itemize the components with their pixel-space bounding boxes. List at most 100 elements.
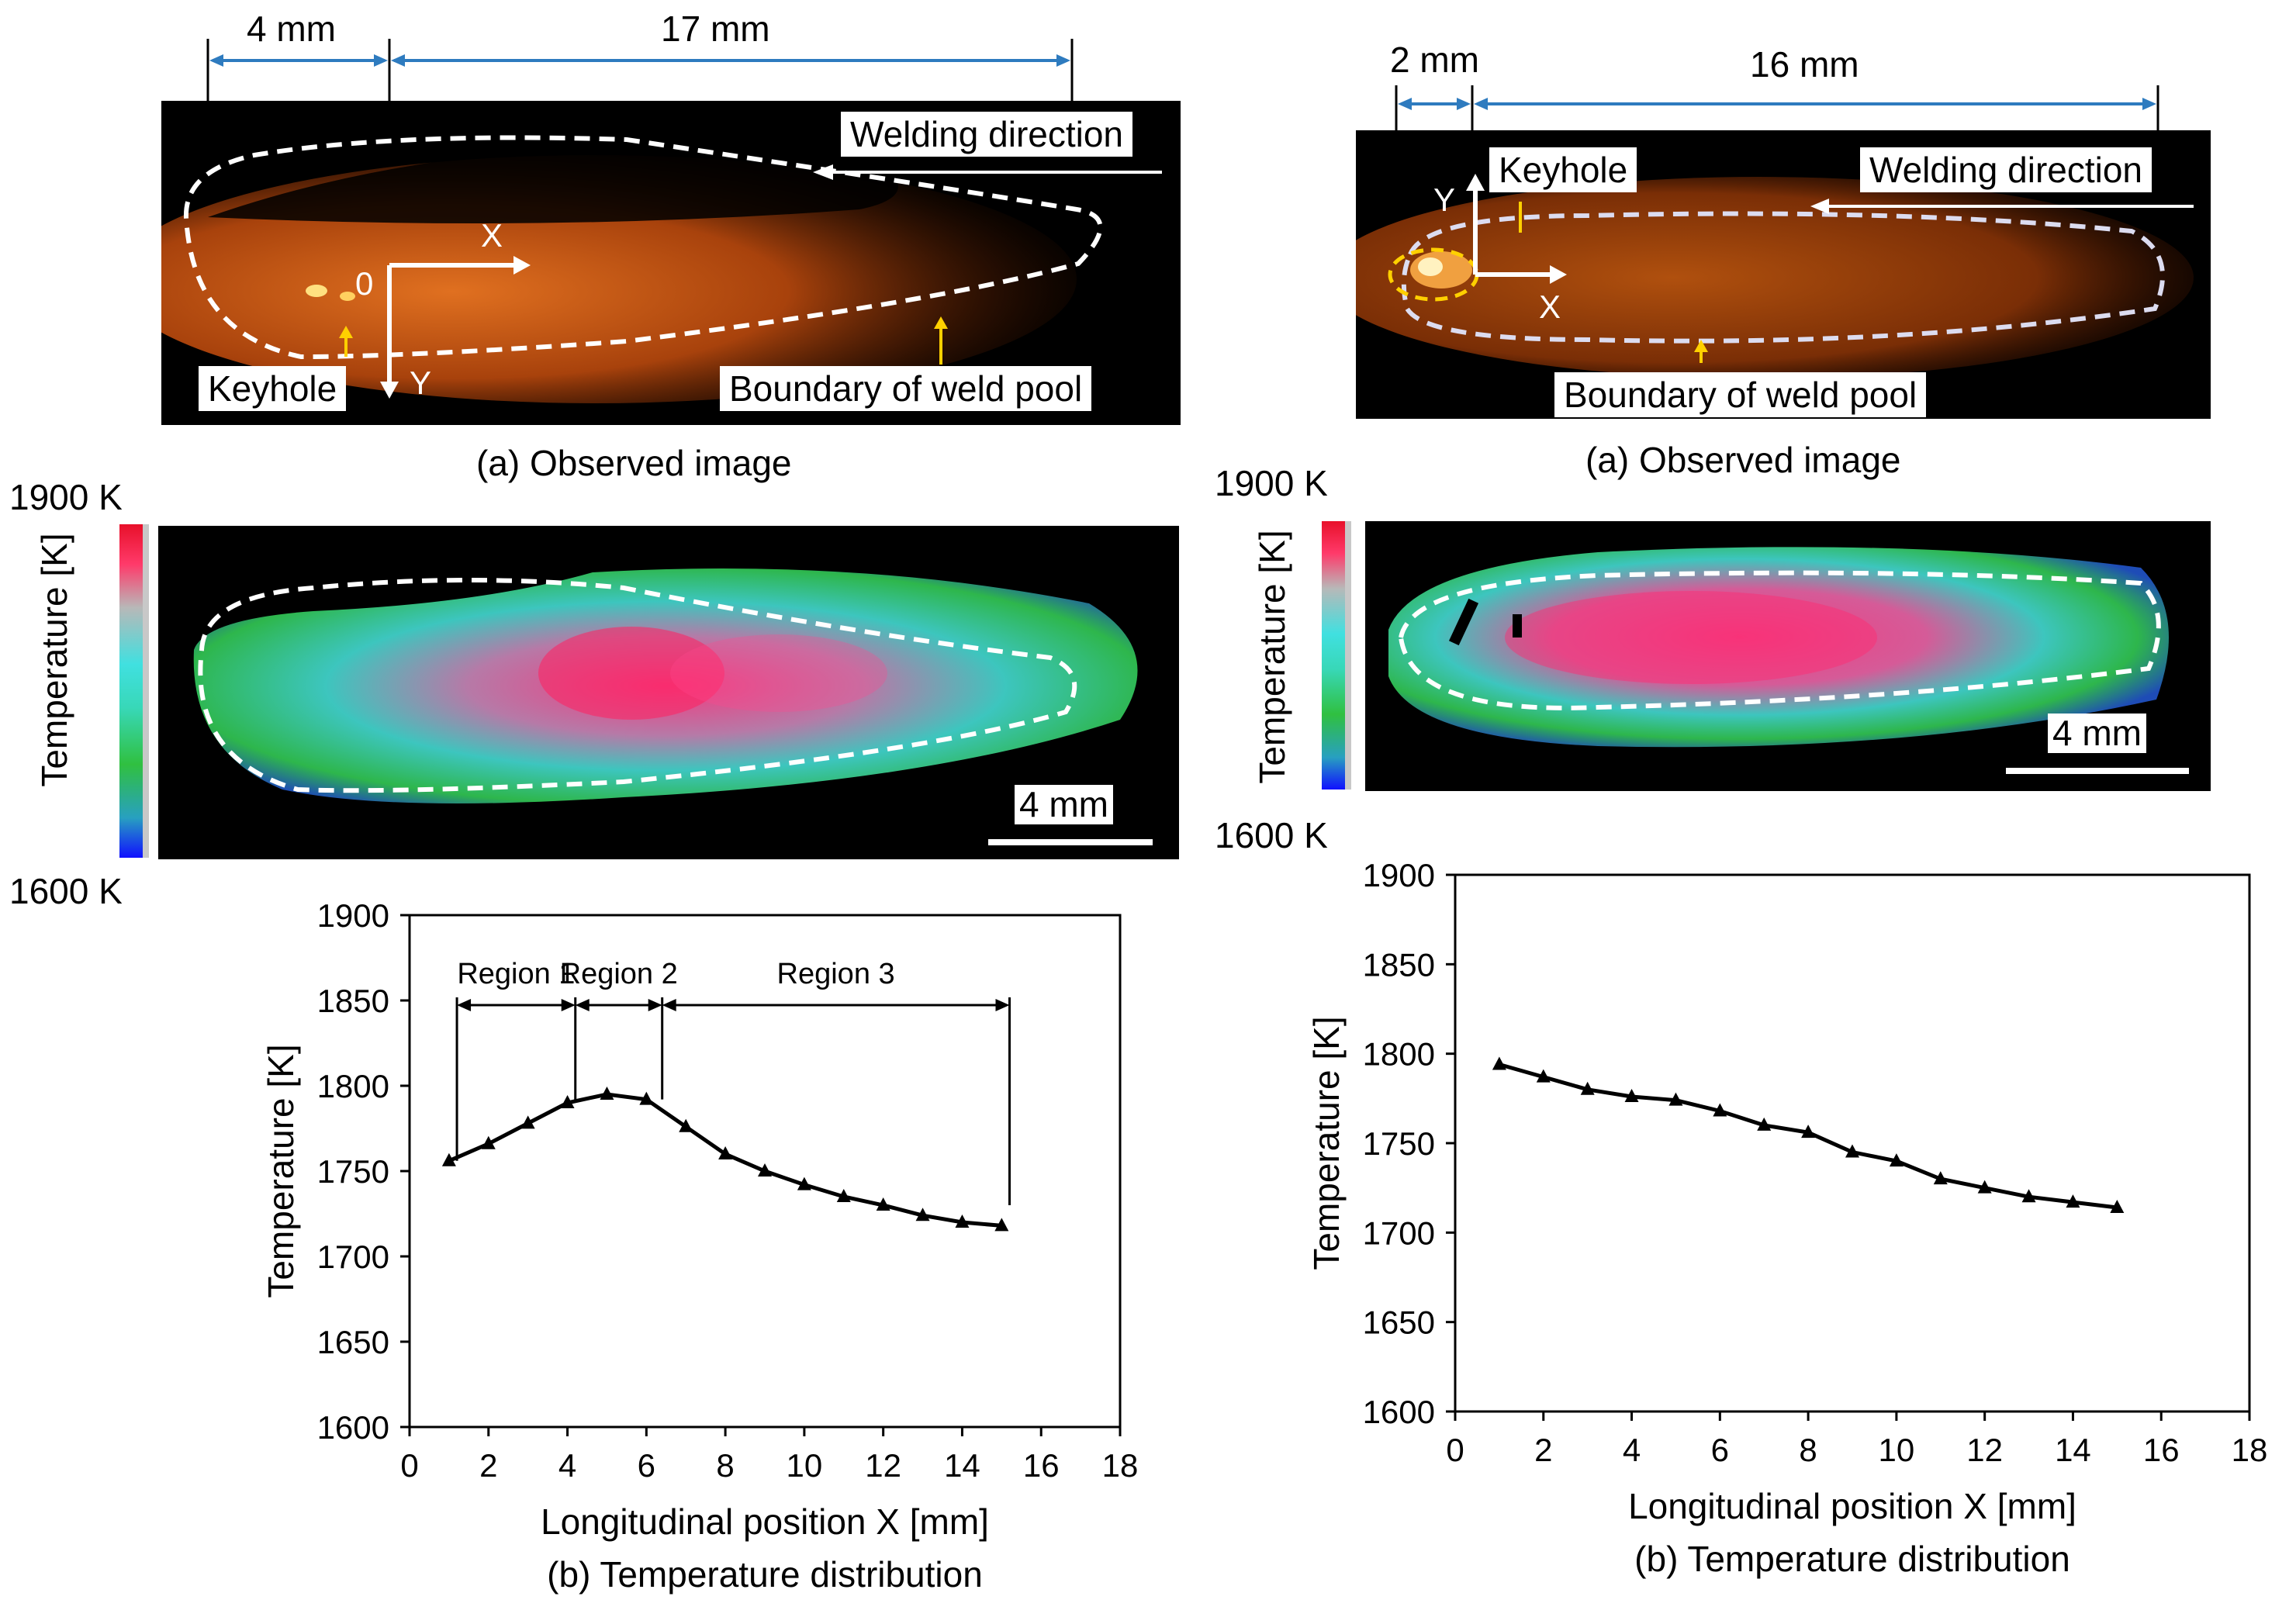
right-axis-x-label: X [1539,289,1561,325]
right-chart-y-tick-label: 1750 [1363,1125,1435,1162]
right-chart-data-point [2021,1189,2036,1203]
left-chart-y-tick-label: 1650 [317,1324,389,1360]
right-chart-x-tick-label: 0 [1446,1432,1464,1468]
left-chart-data-point [836,1189,851,1202]
left-colorbar-min: 1600 K [9,871,123,911]
left-chart-data-point [481,1135,496,1149]
left-colorbar-max: 1900 K [9,477,123,517]
right-chart-data-point [2110,1200,2125,1214]
right-chart-caption-b: (b) Temperature distribution [1634,1539,2070,1579]
left-boundary-label: Boundary of weld pool [720,366,1092,411]
right-scale-bar [2006,768,2189,774]
right-chart-x-tick-label: 6 [1711,1432,1729,1468]
right-chart-x-tick-label: 4 [1623,1432,1641,1468]
left-caption-a: (a) Observed image [476,443,792,483]
right-colorbar-label: Temperature [K] [1252,530,1292,784]
left-chart-region-arrowhead [575,999,590,1011]
left-chart-region-arrowhead [457,999,472,1011]
left-chart-x-tick-label: 0 [400,1447,418,1484]
left-chart-data-point [441,1152,456,1166]
left-temperature-chart: 1600 1650 1700 1750 1800 1850 1900 0 2 4 6 8 10 12 14 1… [261,897,1139,1595]
right-chart-plot-frame [1454,873,2251,1413]
left-chart-x-axis-label: Longitudinal position X [mm] [541,1501,989,1542]
right-welding-direction-label: Welding direction [1860,147,2152,192]
left-keyhole-label: Keyhole [199,366,347,411]
left-chart-data-point [560,1095,575,1108]
right-chart-y-tick-label: 1800 [1363,1036,1435,1073]
right-chart-y-tick-label: 1650 [1363,1304,1435,1341]
left-chart-y-tick-label: 1600 [317,1409,389,1446]
right-chart-x-tick-label: 8 [1799,1432,1817,1468]
right-chart-data-point [1624,1089,1639,1103]
right-weld-pool-glow [1356,174,2194,378]
right-chart-data-point [2066,1194,2080,1208]
left-colorbar-label: Temperature [K] [34,533,74,787]
left-chart-caption-b: (b) Temperature distribution [547,1554,983,1595]
left-chart-x-tick-label: 2 [479,1447,497,1484]
left-dimension-arrows [206,39,1074,101]
right-chart-y-tick-label: 1850 [1363,946,1435,983]
left-chart-x-tick-label: 10 [787,1447,823,1484]
left-chart-y-tick-label: 1900 [317,897,389,934]
left-origin-label: 0 [355,265,374,302]
left-colorbar [119,524,143,858]
right-colorbar-max: 1900 K [1215,463,1328,503]
left-chart-y-tick-label: 1750 [317,1153,389,1190]
right-colorbar [1322,521,1345,790]
left-chart-x-tick-label: 18 [1102,1447,1139,1484]
left-temperature-map-drawing [193,568,1138,803]
right-dim-2mm: 2 mm [1390,40,1479,80]
right-boundary-label: Boundary of weld pool [1554,372,1927,417]
left-chart-region-arrowhead [561,999,576,1011]
right-chart-x-tick-label: 2 [1534,1432,1552,1468]
right-chart-data-point [1889,1153,1904,1167]
right-chart-x-tick-label: 16 [2143,1432,2180,1468]
left-scale-bar [988,839,1153,845]
right-chart-data-point [1668,1092,1683,1106]
left-chart-x-tick-label: 8 [716,1447,734,1484]
left-chart-region-label: Region 3 [777,958,895,990]
right-temperature-map-drawing [1388,547,2169,748]
right-chart-y-axis-label: Temperature [K] [1306,1016,1347,1270]
left-dim-4mm: 4 mm [247,9,336,49]
right-chart-data-point [1580,1081,1595,1095]
right-temperature-chart: 1600 1650 1700 1750 1800 1850 1900 0 2 4 6 8 10 12 14 1… [1306,857,2267,1579]
left-chart-y-tick-label: 1850 [317,983,389,1019]
left-chart-data-point [758,1163,772,1177]
right-colorbar-min: 1600 K [1215,815,1328,855]
left-chart-x-tick-label: 6 [638,1447,655,1484]
left-chart-y-tick-label: 1700 [317,1239,389,1275]
left-weld-pool-glow [161,135,1162,403]
left-chart-x-tick-label: 4 [558,1447,576,1484]
right-chart-data-point [1845,1144,1859,1158]
left-chart-data-point [994,1218,1009,1232]
left-dim-17mm: 17 mm [661,9,770,49]
left-chart-y-tick-label: 1800 [317,1068,389,1104]
left-chart-x-tick-label: 12 [865,1447,901,1484]
left-chart-region-arrowhead [662,999,676,1011]
right-chart-data-point [1933,1171,1948,1185]
right-chart-x-tick-label: 14 [2055,1432,2091,1468]
left-chart-series-line [448,1092,1002,1228]
left-chart-region-label: Region 2 [560,958,678,990]
right-chart-data-point [1757,1117,1772,1131]
right-chart-data-point [1492,1056,1506,1070]
right-chart-y-tick-label: 1900 [1363,857,1435,893]
left-chart-data-point [639,1091,654,1105]
right-chart-y-tick-label: 1700 [1363,1215,1435,1251]
left-chart-y-axis-label: Temperature [K] [261,1044,301,1297]
left-axis-x-label: X [481,217,503,254]
right-colorbar-edge [1345,521,1351,790]
left-chart-data-point [718,1146,733,1159]
left-chart-data-point [520,1115,535,1129]
right-chart-data-point [1713,1103,1727,1117]
left-temperature-map: 4 mm [158,526,1179,859]
right-dim-16mm: 16 mm [1750,44,1859,85]
right-chart-data-point [1536,1069,1551,1083]
right-chart-y-tick-label: 1600 [1363,1394,1435,1430]
right-temperature-map: 4 mm [1365,521,2211,791]
left-chart-data-point [797,1177,811,1190]
right-keyhole-label: Keyhole [1489,147,1637,192]
right-axis-y-label: Y [1433,181,1456,218]
left-scale-label: 4 mm [1015,785,1113,824]
